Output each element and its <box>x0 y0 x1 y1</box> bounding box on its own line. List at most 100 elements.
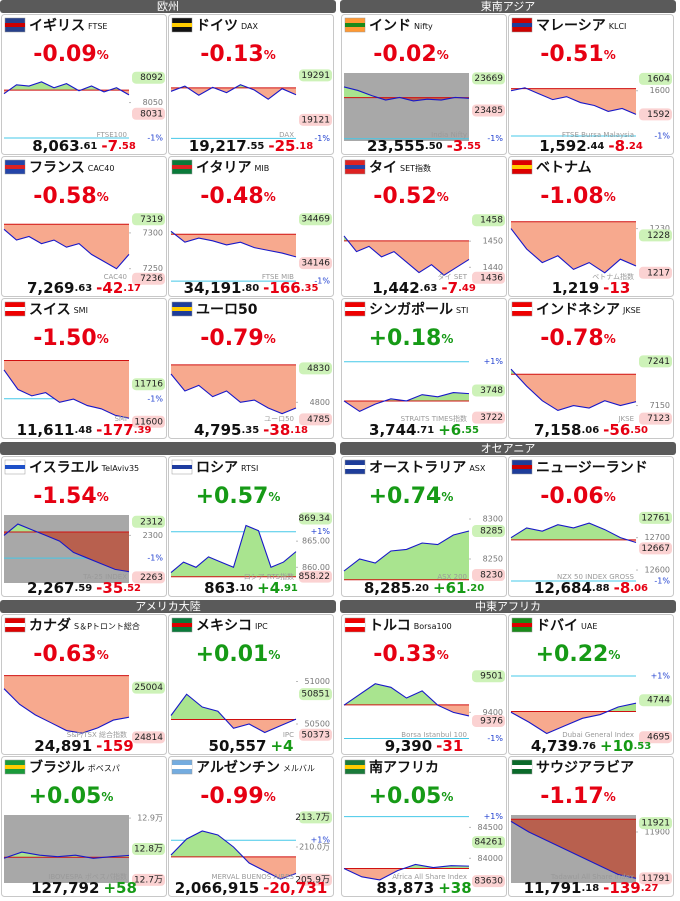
flag-stripe <box>5 765 25 769</box>
watermark: CAC40 <box>104 273 127 281</box>
area-down <box>4 360 129 419</box>
area-down <box>171 364 296 414</box>
high-bg <box>132 681 165 694</box>
price-line <box>343 392 470 413</box>
flag-stripe <box>345 165 365 169</box>
low-label: 9376 <box>480 716 503 726</box>
high-bg <box>472 670 505 683</box>
change-value: +0.05 <box>369 784 442 809</box>
index-tile: フランス CAC40-0.58%CAC4073007250731972367,26… <box>1 156 167 297</box>
high-bg <box>639 355 672 368</box>
low-label: 1436 <box>480 273 503 283</box>
low-label: 24814 <box>134 733 163 743</box>
index-tile: サウジアラビア -1.17% Tadawul All Share Index 1190… <box>508 756 674 897</box>
price-frac: .76 <box>578 741 596 752</box>
flag-stripe <box>345 23 365 27</box>
area-down <box>344 704 469 716</box>
net-frac: .06 <box>630 583 648 594</box>
low-bg <box>132 272 165 285</box>
index-name-text: フランス <box>29 160 85 176</box>
change-value: -0.63 <box>33 642 96 667</box>
tick-label: 1440 <box>483 263 503 272</box>
price: 7,158.06 -56.50 <box>534 421 648 439</box>
change-percent: +0.74% <box>369 484 454 509</box>
index-name-text: ユーロ50 <box>196 302 258 318</box>
index-code: FTSE <box>88 22 107 31</box>
change-value: -1.17 <box>540 784 603 809</box>
percent-sign: % <box>264 332 276 346</box>
flag-stripe <box>512 165 532 169</box>
flag-stripe <box>345 465 365 469</box>
high-label: 84261 <box>474 838 503 848</box>
price: 4,795.35 -38.18 <box>194 421 308 439</box>
high-bg <box>472 836 505 849</box>
flag-stripe <box>345 307 365 311</box>
net-int: -177 <box>96 421 134 439</box>
change-value: -0.51 <box>540 42 603 67</box>
price-frac: .20 <box>411 583 429 594</box>
price: 19,217.55 -25.18 <box>189 137 313 155</box>
index-tile: シンガポール STI +0.18% +1% STRAITS TIMES指数 3748 372… <box>341 298 507 439</box>
change-percent: +0.57% <box>196 484 281 509</box>
pct-label: -1% <box>147 554 163 563</box>
tile-frame <box>341 298 507 439</box>
pct-label: +1% <box>651 672 671 681</box>
flag-stripe <box>512 307 532 311</box>
price-line <box>510 228 637 274</box>
pct-label: -1% <box>487 734 503 743</box>
section-title: アメリカ大陸 <box>135 599 200 613</box>
index-name: 南アフリカ <box>369 759 439 776</box>
high-bg <box>299 811 332 824</box>
index-name-text: イタリア <box>196 160 251 176</box>
flag-stripe <box>5 307 25 311</box>
net-int: -20,731 <box>263 879 327 897</box>
tile-frame <box>168 156 334 297</box>
tick-label: 7150 <box>650 401 670 410</box>
net-int: +6 <box>438 421 461 439</box>
flag-stripe <box>5 623 25 627</box>
net-frac: .55 <box>463 141 481 152</box>
watermark: Borsa Istanbul 100 <box>401 731 467 739</box>
watermark: S&P/TSX 総合指数 <box>67 730 127 739</box>
index-code: Nifty <box>414 22 433 31</box>
percent-sign: % <box>437 190 449 204</box>
watermark: FTSE100 <box>97 131 127 139</box>
low-bg <box>639 872 672 885</box>
percent-sign: % <box>604 190 616 204</box>
tile-frame <box>508 14 674 155</box>
price: 1,442.63 -7.49 <box>372 279 476 297</box>
price-line <box>170 230 297 258</box>
high-label: 11921 <box>641 819 670 829</box>
flag-stripe <box>172 765 192 769</box>
flag-stripe <box>172 165 192 169</box>
low-label: 19121 <box>301 115 330 125</box>
low-bg <box>299 113 332 126</box>
high-label: 9501 <box>480 672 503 682</box>
price-int: 1,219 <box>552 279 599 297</box>
price: 83,873 +38 <box>376 879 471 897</box>
tick-label: 8050 <box>143 98 163 107</box>
low-bg <box>472 104 505 117</box>
net-frac: .27 <box>641 883 659 894</box>
price-int: 3,744 <box>369 421 416 439</box>
area-up <box>344 683 469 705</box>
watermark: Africa All Share Index <box>392 873 467 881</box>
index-name: ドイツ DAX <box>196 18 258 34</box>
tick-label: 84000 <box>478 854 503 863</box>
high-bg <box>299 362 332 375</box>
price-int: 1,592 <box>539 137 586 155</box>
change-value: -0.79 <box>200 326 263 351</box>
index-tile: ロシア RTSI +0.57% +1% ロシア RTS指数 865.00 860.00 869… <box>168 456 334 597</box>
net-int: -139 <box>603 879 641 897</box>
low-bg <box>132 107 165 120</box>
high-bg <box>639 229 672 242</box>
area-up <box>171 694 296 720</box>
watermark: ベトナム指数 <box>592 272 634 281</box>
low-label: 7236 <box>140 274 163 284</box>
price-frac: .71 <box>417 425 435 436</box>
index-name-text: アルゼンチン <box>196 759 280 776</box>
index-code: Borsa100 <box>414 622 452 631</box>
percent-sign: % <box>441 332 453 346</box>
index-tile: イギリス FTSE -0.09% -1% FTSE100 8050 8092 8031 8,06… <box>1 14 167 155</box>
index-code: TelAviv35 <box>101 464 140 473</box>
